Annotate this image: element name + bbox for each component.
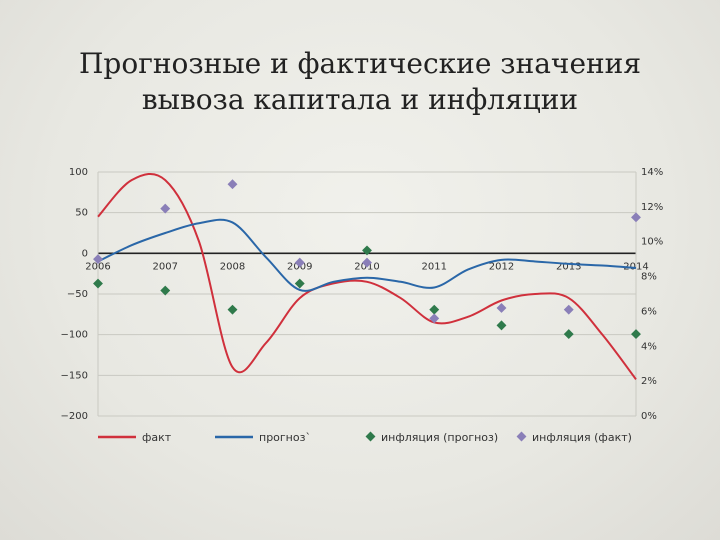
series-points [93, 179, 641, 340]
legend-swatch-inflation-fact [516, 431, 527, 442]
title-line-2: вывоза капитала и инфляции [141, 83, 579, 116]
title-line-1: Прогнозные и фактические значения [79, 47, 641, 80]
x-tick-label: 2008 [220, 261, 245, 272]
left-tick-label: 50 [75, 208, 88, 219]
x-tick-label: 2012 [489, 261, 514, 272]
inflation-forecast-point [496, 320, 507, 331]
inflation-fact-point [362, 257, 372, 268]
x-tick-label: 2014 [623, 261, 648, 272]
inflation-fact-point [429, 313, 440, 324]
left-tick-label: 100 [69, 167, 88, 178]
series-line-fact [97, 173, 637, 381]
series-lines [97, 173, 637, 381]
left-tick-label: 0 [82, 248, 88, 259]
right-tick-label: 4% [641, 341, 657, 352]
legend-label-inflation-fact: инфляция (факт) [532, 431, 632, 444]
legend-label-forecast: прогноз` [259, 431, 311, 444]
x-tick-label: 2011 [422, 261, 447, 272]
inflation-forecast-point [227, 304, 238, 315]
left-axis: 100 50 0 −50 −100 −150 −200 [61, 167, 88, 422]
right-tick-label: 2% [641, 376, 657, 387]
inflation-forecast-point [362, 245, 372, 256]
x-tick-label: 2006 [85, 261, 110, 272]
right-tick-label: 10% [641, 237, 663, 248]
legend: факт прогноз` инфляция (прогноз) инфляци… [98, 431, 632, 444]
left-tick-label: −150 [61, 370, 88, 381]
inflation-forecast-point [563, 329, 574, 340]
legend-label-inflation-forecast: инфляция (прогноз) [381, 431, 498, 444]
left-tick-label: −100 [61, 330, 88, 341]
x-tick-label: 2007 [153, 261, 178, 272]
right-axis: 14% 12% 10% 8% 6% 4% 2% 0% [641, 167, 663, 422]
inflation-fact-point [631, 212, 641, 223]
inflation-forecast-point [93, 278, 103, 289]
left-tick-label: −200 [61, 411, 88, 422]
right-tick-label: 14% [641, 167, 663, 178]
right-tick-label: 8% [641, 272, 657, 283]
right-tick-label: 6% [641, 306, 657, 317]
right-tick-label: 12% [641, 202, 663, 213]
x-tick-label: 2013 [556, 261, 581, 272]
inflation-fact-point [294, 257, 305, 268]
left-tick-label: −50 [67, 289, 88, 300]
legend-label-fact: факт [142, 431, 172, 444]
inflation-fact-point [227, 179, 238, 190]
inflation-fact-point [563, 304, 574, 315]
legend-swatch-inflation-forecast [365, 431, 376, 442]
right-tick-label: 0% [641, 411, 657, 422]
inflation-forecast-point [429, 304, 440, 315]
inflation-fact-point [160, 203, 171, 214]
inflation-forecast-point [160, 285, 171, 296]
inflation-forecast-point [631, 329, 641, 340]
inflation-forecast-point [294, 278, 305, 289]
series-line-forecast [97, 218, 637, 292]
inflation-fact-point [496, 302, 507, 313]
slide-title: Прогнозные и фактические значения вывоза… [0, 46, 720, 118]
